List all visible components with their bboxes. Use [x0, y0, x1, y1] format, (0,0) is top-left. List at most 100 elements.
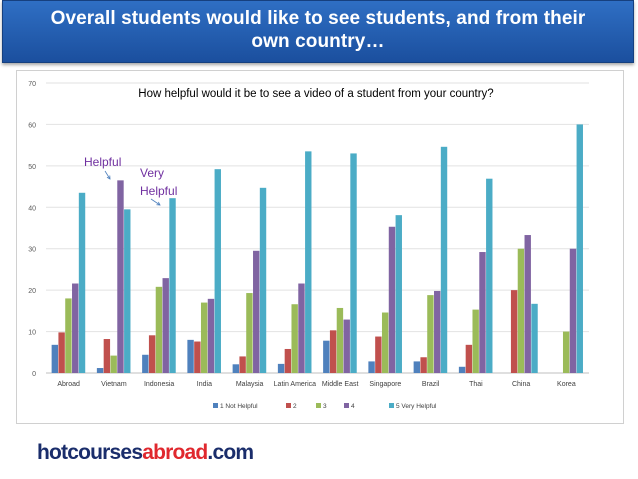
bar-middle-east-s4 — [343, 319, 350, 373]
bar-latin-america-s1 — [277, 363, 285, 373]
annotation-arrow-very-helpful — [150, 198, 161, 206]
bar-latin-america-s4 — [298, 283, 305, 373]
bar-singapore-s5 — [395, 215, 402, 373]
annotation-arrow-helpful — [104, 170, 111, 180]
logo-part-abroad: abroad — [142, 441, 208, 464]
bar-thai-s3 — [472, 309, 479, 373]
legend-label: 5 Very Helpful — [396, 403, 437, 410]
bar-vietnam-s4 — [117, 180, 124, 373]
bar-china-s5 — [531, 303, 538, 373]
x-tick-label: Singapore — [369, 381, 401, 388]
bar-thai-s4 — [479, 252, 486, 373]
bar-latin-america-s2 — [284, 348, 292, 373]
bar-china-s4 — [524, 235, 531, 373]
legend-swatch — [389, 403, 394, 408]
bar-korea-s5 — [576, 124, 583, 373]
y-tick-label-60: 60 — [28, 122, 36, 129]
bar-abroad-s3 — [65, 298, 72, 373]
legend-label: 1 Not Helpful — [220, 403, 258, 410]
bar-vietnam-s1 — [96, 368, 104, 373]
bar-singapore-s3 — [381, 312, 389, 373]
legend-label: 4 — [351, 403, 355, 410]
bar-middle-east-s5 — [350, 153, 357, 373]
bar-india-s3 — [200, 302, 208, 373]
bar-indonesia-s1 — [142, 354, 149, 373]
hotcourses-logo: hotcoursesabroad.com — [37, 441, 254, 465]
bar-china-s2 — [510, 290, 518, 373]
y-tick-label-20: 20 — [28, 288, 36, 295]
legend-swatch — [316, 403, 321, 408]
banner-line-2: own country… — [251, 31, 385, 52]
y-tick-label-50: 50 — [28, 164, 36, 171]
bar-indonesia-s2 — [148, 335, 156, 373]
x-tick-label: Vietnam — [101, 381, 127, 388]
bar-thai-s1 — [458, 366, 466, 373]
bar-middle-east-s1 — [323, 340, 330, 373]
legend-swatch — [286, 403, 291, 408]
bar-indonesia-s3 — [155, 286, 163, 373]
bar-thai-s2 — [465, 344, 473, 373]
banner-line-1: Overall students would like to see stude… — [50, 8, 586, 29]
bar-india-s1 — [187, 339, 194, 373]
x-tick-label: India — [197, 381, 212, 388]
bar-india-s2 — [194, 341, 201, 373]
bar-middle-east-s2 — [329, 330, 337, 373]
bar-malaysia-s3 — [246, 293, 253, 373]
bar-indonesia-s4 — [162, 278, 169, 373]
bar-malaysia-s4 — [253, 250, 260, 373]
bar-singapore-s4 — [388, 226, 396, 373]
bar-malaysia-s2 — [239, 356, 246, 373]
x-tick-label: Korea — [557, 381, 576, 388]
title-banner: Overall students would like to see stude… — [2, 0, 634, 63]
bar-abroad-s1 — [51, 344, 59, 373]
y-tick-label-10: 10 — [28, 330, 36, 337]
bar-brazil-s4 — [434, 290, 441, 373]
x-tick-label: Indonesia — [144, 381, 174, 388]
annotation-very-helpful-2: Helpful — [140, 184, 177, 198]
y-tick-label-0: 0 — [32, 371, 36, 378]
bar-china-s3 — [517, 248, 525, 373]
bar-abroad-s5 — [78, 192, 86, 373]
bar-brazil-s2 — [420, 357, 427, 373]
bar-brazil-s3 — [427, 295, 434, 373]
bar-brazil-s1 — [413, 361, 421, 373]
bar-malaysia-s5 — [259, 187, 267, 373]
bar-vietnam-s5 — [124, 209, 131, 373]
x-tick-label: China — [512, 381, 530, 388]
annotation-arrow-very-helpful-head — [156, 201, 161, 206]
chart-title: How helpful would it be to see a video o… — [138, 88, 493, 100]
legend-label: 3 — [323, 403, 327, 410]
bar-malaysia-s1 — [232, 364, 240, 373]
y-tick-label-40: 40 — [28, 205, 36, 212]
x-tick-label: Brazil — [422, 381, 440, 388]
y-tick-label-30: 30 — [28, 247, 36, 254]
bar-chart: 0 10 20 30 40 50 60 70 Abroad Vietnam Indonesia Ind… — [28, 81, 589, 410]
y-tick-label-70: 70 — [28, 81, 36, 88]
x-tick-label: Latin America — [274, 381, 317, 388]
bar-abroad-s4 — [72, 283, 79, 373]
bar-singapore-s2 — [375, 336, 382, 373]
x-tick-label: Malaysia — [236, 381, 264, 388]
x-tick-label: Thai — [469, 381, 483, 388]
bar-middle-east-s3 — [336, 307, 344, 373]
bar-vietnam-s2 — [103, 339, 111, 373]
bar-abroad-s2 — [58, 332, 65, 373]
legend-swatch — [344, 403, 349, 408]
annotation-helpful: Helpful — [84, 155, 121, 169]
logo-part-hotcourses: hotcourses — [37, 441, 143, 464]
annotation-arrow-helpful-head — [106, 175, 111, 180]
bar-latin-america-s5 — [305, 151, 312, 373]
chart-frame: 0 10 20 30 40 50 60 70 Abroad Vietnam Indonesia Ind… — [16, 70, 624, 424]
legend-swatch — [213, 403, 218, 408]
bar-singapore-s1 — [368, 361, 375, 373]
annotation-very-helpful-1: Very — [140, 166, 164, 180]
bar-indonesia-s5 — [169, 198, 176, 373]
bar-korea-s4 — [569, 248, 577, 373]
bar-brazil-s5 — [440, 146, 448, 373]
x-tick-label: Middle East — [322, 381, 359, 388]
bar-india-s4 — [207, 298, 215, 373]
legend-label: 2 — [293, 403, 297, 410]
bar-vietnam-s3 — [110, 355, 117, 373]
bar-thai-s5 — [486, 178, 493, 373]
logo-part-dotcom: .com — [207, 441, 254, 464]
